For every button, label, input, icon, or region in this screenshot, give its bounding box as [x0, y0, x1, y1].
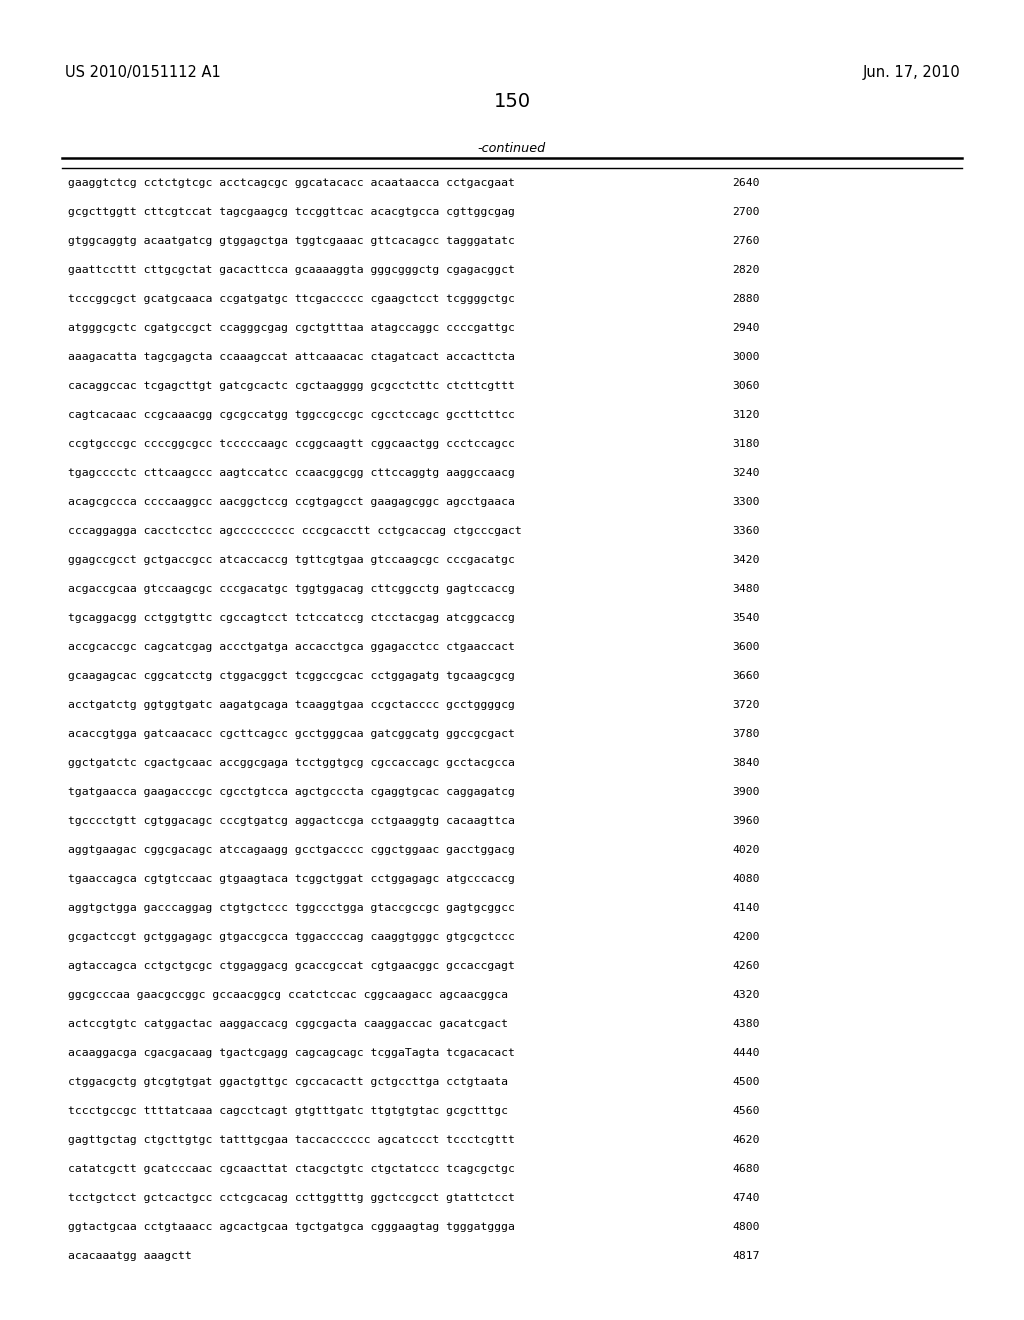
Text: 4020: 4020	[732, 845, 760, 855]
Text: tgaaccagca cgtgtccaac gtgaagtaca tcggctggat cctggagagc atgcccaccg: tgaaccagca cgtgtccaac gtgaagtaca tcggctg…	[68, 874, 515, 884]
Text: acaaggacga cgacgacaag tgactcgagg cagcagcagc tcggaTagta tcgacacact: acaaggacga cgacgacaag tgactcgagg cagcagc…	[68, 1048, 515, 1059]
Text: US 2010/0151112 A1: US 2010/0151112 A1	[65, 65, 221, 81]
Text: 3240: 3240	[732, 469, 760, 478]
Text: 2880: 2880	[732, 294, 760, 304]
Text: 4320: 4320	[732, 990, 760, 1001]
Text: 3840: 3840	[732, 758, 760, 768]
Text: acacaaatgg aaagctt: acacaaatgg aaagctt	[68, 1251, 191, 1261]
Text: 4380: 4380	[732, 1019, 760, 1030]
Text: ggagccgcct gctgaccgcc atcaccaccg tgttcgtgaa gtccaagcgc cccgacatgc: ggagccgcct gctgaccgcc atcaccaccg tgttcgt…	[68, 554, 515, 565]
Text: agtaccagca cctgctgcgc ctggaggacg gcaccgccat cgtgaacggc gccaccgagt: agtaccagca cctgctgcgc ctggaggacg gcaccgc…	[68, 961, 515, 972]
Text: gcgactccgt gctggagagc gtgaccgcca tggaccccag caaggtgggc gtgcgctccc: gcgactccgt gctggagagc gtgaccgcca tggaccc…	[68, 932, 515, 942]
Text: gcaagagcac cggcatcctg ctggacggct tcggccgcac cctggagatg tgcaagcgcg: gcaagagcac cggcatcctg ctggacggct tcggccg…	[68, 671, 515, 681]
Text: accgcaccgc cagcatcgag accctgatga accacctgca ggagacctcc ctgaaccact: accgcaccgc cagcatcgag accctgatga accacct…	[68, 642, 515, 652]
Text: cagtcacaac ccgcaaacgg cgcgccatgg tggccgccgc cgcctccagc gccttcttcc: cagtcacaac ccgcaaacgg cgcgccatgg tggccgc…	[68, 411, 515, 420]
Text: tgcccctgtt cgtggacagc cccgtgatcg aggactccga cctgaaggtg cacaagttca: tgcccctgtt cgtggacagc cccgtgatcg aggactc…	[68, 816, 515, 826]
Text: tgagcccctc cttcaagccc aagtccatcc ccaacggcgg cttccaggtg aaggccaacg: tgagcccctc cttcaagccc aagtccatcc ccaacgg…	[68, 469, 515, 478]
Text: acagcgccca ccccaaggcc aacggctccg ccgtgagcct gaagagcggc agcctgaaca: acagcgccca ccccaaggcc aacggctccg ccgtgag…	[68, 498, 515, 507]
Text: aggtgaagac cggcgacagc atccagaagg gcctgacccc cggctggaac gacctggacg: aggtgaagac cggcgacagc atccagaagg gcctgac…	[68, 845, 515, 855]
Text: 4440: 4440	[732, 1048, 760, 1059]
Text: tcccggcgct gcatgcaaca ccgatgatgc ttcgaccccc cgaagctcct tcggggctgc: tcccggcgct gcatgcaaca ccgatgatgc ttcgacc…	[68, 294, 515, 304]
Text: 3600: 3600	[732, 642, 760, 652]
Text: acaccgtgga gatcaacacc cgcttcagcc gcctgggcaa gatcggcatg ggccgcgact: acaccgtgga gatcaacacc cgcttcagcc gcctggg…	[68, 729, 515, 739]
Text: 2820: 2820	[732, 265, 760, 275]
Text: 3000: 3000	[732, 352, 760, 362]
Text: 4140: 4140	[732, 903, 760, 913]
Text: tccctgccgc ttttatcaaa cagcctcagt gtgtttgatc ttgtgtgtac gcgctttgc: tccctgccgc ttttatcaaa cagcctcagt gtgtttg…	[68, 1106, 508, 1115]
Text: 4620: 4620	[732, 1135, 760, 1144]
Text: 4740: 4740	[732, 1193, 760, 1203]
Text: acctgatctg ggtggtgatc aagatgcaga tcaaggtgaa ccgctacccc gcctggggcg: acctgatctg ggtggtgatc aagatgcaga tcaaggt…	[68, 700, 515, 710]
Text: 3300: 3300	[732, 498, 760, 507]
Text: 2700: 2700	[732, 207, 760, 216]
Text: 3660: 3660	[732, 671, 760, 681]
Text: actccgtgtc catggactac aaggaccacg cggcgacta caaggaccac gacatcgact: actccgtgtc catggactac aaggaccacg cggcgac…	[68, 1019, 508, 1030]
Text: ggctgatctc cgactgcaac accggcgaga tcctggtgcg cgccaccagc gcctacgcca: ggctgatctc cgactgcaac accggcgaga tcctggt…	[68, 758, 515, 768]
Text: 3120: 3120	[732, 411, 760, 420]
Text: 3060: 3060	[732, 381, 760, 391]
Text: acgaccgcaa gtccaagcgc cccgacatgc tggtggacag cttcggcctg gagtccaccg: acgaccgcaa gtccaagcgc cccgacatgc tggtgga…	[68, 583, 515, 594]
Text: cccaggagga cacctcctcc agccccccccc cccgcacctt cctgcaccag ctgcccgact: cccaggagga cacctcctcc agccccccccc cccgca…	[68, 525, 522, 536]
Text: gcgcttggtt cttcgtccat tagcgaagcg tccggttcac acacgtgcca cgttggcgag: gcgcttggtt cttcgtccat tagcgaagcg tccggtt…	[68, 207, 515, 216]
Text: aaagacatta tagcgagcta ccaaagccat attcaaacac ctagatcact accacttcta: aaagacatta tagcgagcta ccaaagccat attcaaa…	[68, 352, 515, 362]
Text: catatcgctt gcatcccaac cgcaacttat ctacgctgtc ctgctatccc tcagcgctgc: catatcgctt gcatcccaac cgcaacttat ctacgct…	[68, 1164, 515, 1173]
Text: 4080: 4080	[732, 874, 760, 884]
Text: 3900: 3900	[732, 787, 760, 797]
Text: 3480: 3480	[732, 583, 760, 594]
Text: gaattccttt cttgcgctat gacacttcca gcaaaaggta gggcgggctg cgagacggct: gaattccttt cttgcgctat gacacttcca gcaaaag…	[68, 265, 515, 275]
Text: -continued: -continued	[478, 143, 546, 154]
Text: 150: 150	[494, 92, 530, 111]
Text: ggcgcccaa gaacgccggc gccaacggcg ccatctccac cggcaagacc agcaacggca: ggcgcccaa gaacgccggc gccaacggcg ccatctcc…	[68, 990, 508, 1001]
Text: 4817: 4817	[732, 1251, 760, 1261]
Text: 3780: 3780	[732, 729, 760, 739]
Text: ctggacgctg gtcgtgtgat ggactgttgc cgccacactt gctgccttga cctgtaata: ctggacgctg gtcgtgtgat ggactgttgc cgccaca…	[68, 1077, 508, 1086]
Text: ccgtgcccgc ccccggcgcc tcccccaagc ccggcaagtt cggcaactgg ccctccagcc: ccgtgcccgc ccccggcgcc tcccccaagc ccggcaa…	[68, 440, 515, 449]
Text: gaaggtctcg cctctgtcgc acctcagcgc ggcatacacc acaataacca cctgacgaat: gaaggtctcg cctctgtcgc acctcagcgc ggcatac…	[68, 178, 515, 187]
Text: 4680: 4680	[732, 1164, 760, 1173]
Text: 4800: 4800	[732, 1222, 760, 1232]
Text: 4200: 4200	[732, 932, 760, 942]
Text: 2760: 2760	[732, 236, 760, 246]
Text: 4260: 4260	[732, 961, 760, 972]
Text: tcctgctcct gctcactgcc cctcgcacag ccttggtttg ggctccgcct gtattctcct: tcctgctcct gctcactgcc cctcgcacag ccttggt…	[68, 1193, 515, 1203]
Text: tgcaggacgg cctggtgttc cgccagtcct tctccatccg ctcctacgag atcggcaccg: tgcaggacgg cctggtgttc cgccagtcct tctccat…	[68, 612, 515, 623]
Text: gagttgctag ctgcttgtgc tatttgcgaa taccacccccc agcatccct tccctcgttt: gagttgctag ctgcttgtgc tatttgcgaa taccacc…	[68, 1135, 515, 1144]
Text: 4500: 4500	[732, 1077, 760, 1086]
Text: 3720: 3720	[732, 700, 760, 710]
Text: gtggcaggtg acaatgatcg gtggagctga tggtcgaaac gttcacagcc tagggatatc: gtggcaggtg acaatgatcg gtggagctga tggtcga…	[68, 236, 515, 246]
Text: cacaggccac tcgagcttgt gatcgcactc cgctaagggg gcgcctcttc ctcttcgttt: cacaggccac tcgagcttgt gatcgcactc cgctaag…	[68, 381, 515, 391]
Text: ggtactgcaa cctgtaaacc agcactgcaa tgctgatgca cgggaagtag tgggatggga: ggtactgcaa cctgtaaacc agcactgcaa tgctgat…	[68, 1222, 515, 1232]
Text: tgatgaacca gaagacccgc cgcctgtcca agctgcccta cgaggtgcac caggagatcg: tgatgaacca gaagacccgc cgcctgtcca agctgcc…	[68, 787, 515, 797]
Text: 3960: 3960	[732, 816, 760, 826]
Text: 3360: 3360	[732, 525, 760, 536]
Text: aggtgctgga gacccaggag ctgtgctccc tggccctgga gtaccgccgc gagtgcggcc: aggtgctgga gacccaggag ctgtgctccc tggccct…	[68, 903, 515, 913]
Text: 2940: 2940	[732, 323, 760, 333]
Text: 3180: 3180	[732, 440, 760, 449]
Text: 3420: 3420	[732, 554, 760, 565]
Text: 2640: 2640	[732, 178, 760, 187]
Text: 4560: 4560	[732, 1106, 760, 1115]
Text: 3540: 3540	[732, 612, 760, 623]
Text: Jun. 17, 2010: Jun. 17, 2010	[862, 65, 961, 81]
Text: atgggcgctc cgatgccgct ccagggcgag cgctgtttaa atagccaggc ccccgattgc: atgggcgctc cgatgccgct ccagggcgag cgctgtt…	[68, 323, 515, 333]
